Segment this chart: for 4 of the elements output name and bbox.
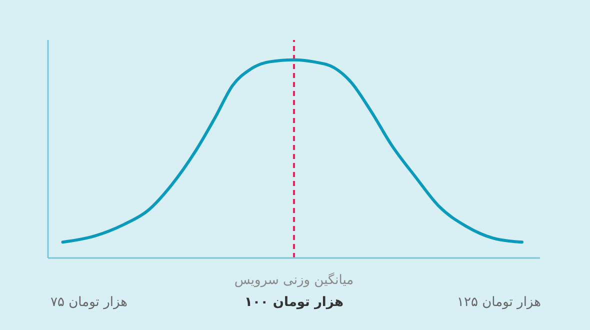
ref-line-label: میانگین وزنی سرویس	[234, 272, 354, 288]
x-tick-label: ۷۵ هزار تومان	[50, 295, 128, 310]
x-tick-label: ۱۲۵ هزار تومان	[457, 295, 542, 310]
x-tick-label: ۱۰۰ هزار تومان	[244, 295, 344, 310]
